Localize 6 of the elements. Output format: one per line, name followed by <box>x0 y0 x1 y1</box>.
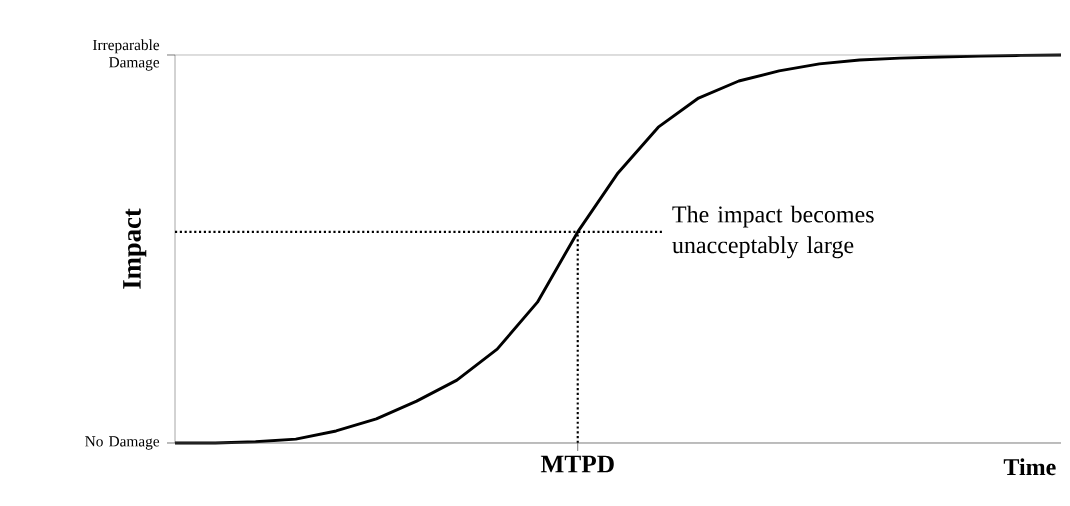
ref-line-label: Irreparable Damage <box>92 39 160 71</box>
y-axis-title: Impact <box>123 208 147 289</box>
ref-line-label: The impact becomes unacceptably large <box>672 205 874 259</box>
x-axis-title: Time <box>1003 458 1056 476</box>
text: MTPD <box>540 455 614 473</box>
ref-line-label: No Damage <box>85 436 160 450</box>
